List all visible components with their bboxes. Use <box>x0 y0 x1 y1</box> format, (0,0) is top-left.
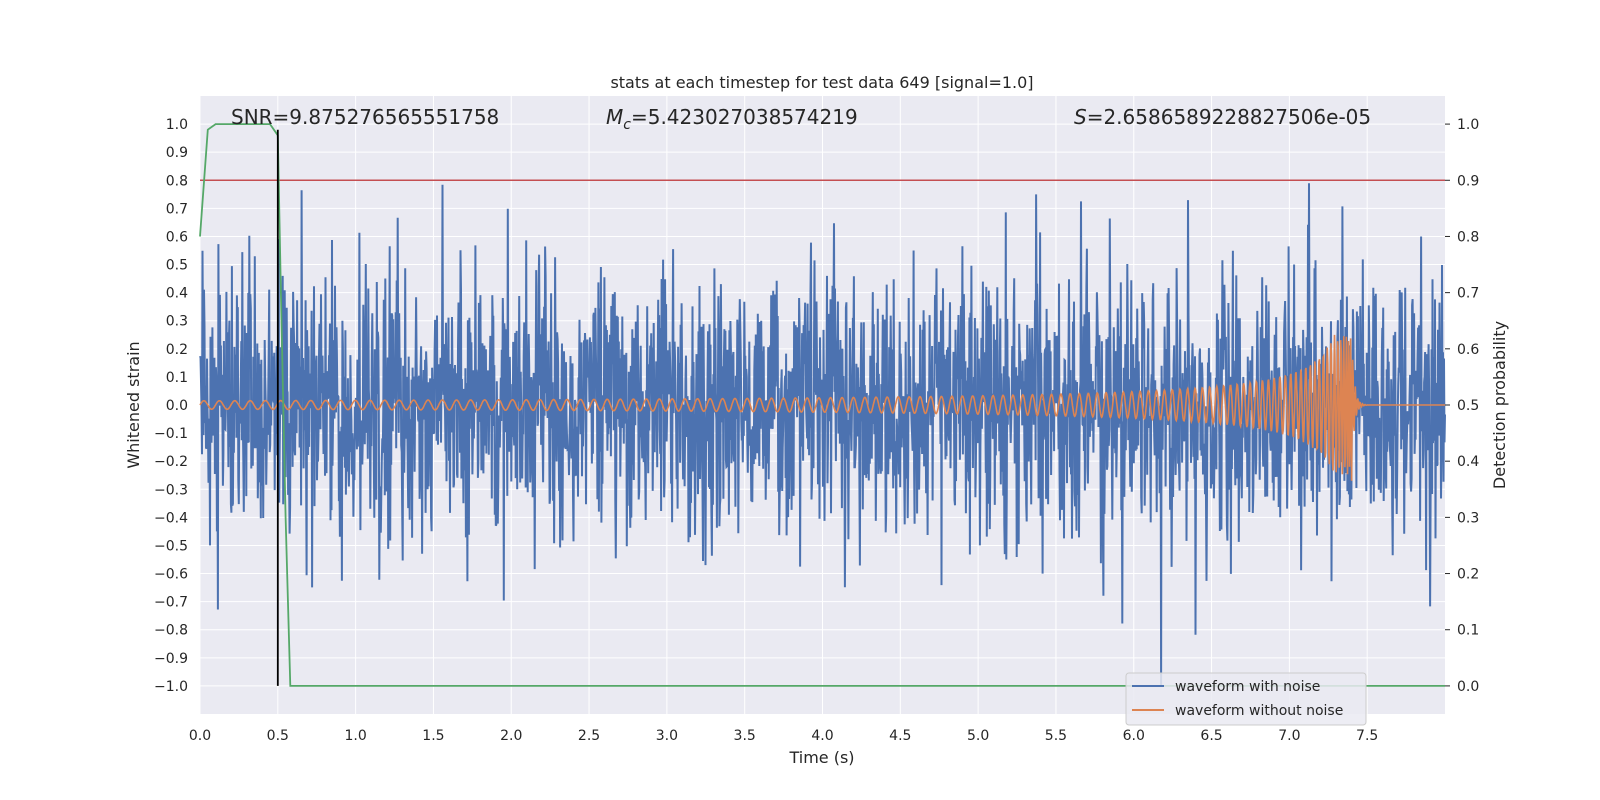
right-tick-labels: 0.0 0.1 0.2 0.3 0.4 0.5 0.6 0.7 0.8 0.9 1.0 <box>1445 117 1479 695</box>
y-tick-left-label: 0.0 <box>166 398 188 414</box>
series-detection-probability <box>199 123 1445 687</box>
x-tick-labels: 0.0 0.5 1.0 1.5 2.0 2.5 3.0 3.5 4.0 4.5 5.0 5.5 6.0 6… <box>189 728 1378 744</box>
y-tick-left-label: −1.0 <box>154 679 188 695</box>
x-tick-label: 2.5 <box>578 728 600 744</box>
legend-label-noise: waveform with noise <box>1175 679 1320 695</box>
x-tick-label: 3.5 <box>734 728 756 744</box>
legend-label-clean: waveform without noise <box>1175 703 1343 719</box>
y-tick-right-label: 0.9 <box>1457 173 1479 189</box>
chirp-mass-subscript: c <box>623 117 631 133</box>
x-tick-label: 1.0 <box>344 728 366 744</box>
chirp-mass-value: =5.423027038574219 <box>631 105 858 129</box>
s-annotation: S=2.6586589228827506e-05 <box>1074 105 1371 129</box>
y-tick-left-label: −0.5 <box>154 538 188 554</box>
y-tick-left-label: −0.7 <box>154 595 188 611</box>
y-tick-left-label: 0.4 <box>166 286 188 302</box>
x-tick-label: 3.0 <box>656 728 678 744</box>
x-tick-label: 1.5 <box>422 728 444 744</box>
chart-title: stats at each timestep for test data 649… <box>610 73 1033 92</box>
y-tick-right-label: 0.6 <box>1457 342 1479 358</box>
x-tick-label: 7.5 <box>1356 728 1378 744</box>
legend-box <box>1125 672 1367 726</box>
left-tick-labels: −1.0 −0.9 −0.8 −0.7 −0.6 −0.5 −0.4 −0.3 −0.2 −0.1… <box>154 117 188 695</box>
y-tick-right-label: 0.8 <box>1457 229 1479 245</box>
x-tick-label: 4.0 <box>811 728 833 744</box>
y-tick-left-label: 0.9 <box>166 145 188 161</box>
x-tick-label: 6.5 <box>1200 728 1222 744</box>
y-tick-left-label: 0.3 <box>166 314 188 330</box>
y-tick-left-label: −0.2 <box>154 454 188 470</box>
y-tick-left-label: 0.8 <box>166 173 188 189</box>
y-tick-left-label: −0.4 <box>154 510 188 526</box>
y-tick-left-label: −0.8 <box>154 623 188 639</box>
x-tick-label: 0.0 <box>189 728 211 744</box>
y-tick-left-label: 0.5 <box>166 258 188 274</box>
y-tick-left-label: 0.6 <box>166 229 188 245</box>
y-tick-right-label: 0.1 <box>1457 623 1479 639</box>
y-axis-label-left: Whitened strain <box>124 341 143 468</box>
x-axis-label: Time (s) <box>788 748 854 767</box>
x-tick-label: 5.0 <box>967 728 989 744</box>
x-tick-label: 5.5 <box>1045 728 1067 744</box>
x-tick-label: 2.0 <box>500 728 522 744</box>
chirp-mass-symbol: M <box>606 105 623 129</box>
y-tick-right-label: 0.3 <box>1457 510 1479 526</box>
snr-annotation: SNR=9.875276565551758 <box>231 105 499 129</box>
y-tick-left-label: 1.0 <box>166 117 188 133</box>
x-tick-label: 6.0 <box>1123 728 1145 744</box>
y-tick-left-label: −0.3 <box>154 482 188 498</box>
x-tick-label: 0.5 <box>267 728 289 744</box>
series-waveform-without-noise <box>199 334 1445 481</box>
y-tick-left-label: 0.7 <box>166 201 188 217</box>
y-tick-right-label: 0.4 <box>1457 454 1479 470</box>
x-tick-label: 4.5 <box>889 728 911 744</box>
y-tick-right-label: 0.5 <box>1457 398 1479 414</box>
y-tick-left-label: −0.9 <box>154 651 188 667</box>
y-axis-label-right: Detection probability <box>1490 321 1509 489</box>
y-tick-right-label: 1.0 <box>1457 117 1479 133</box>
y-tick-left-label: 0.2 <box>166 342 188 358</box>
series-layer <box>199 123 1446 687</box>
chirp-mass-annotation: Mc=5.423027038574219 <box>606 105 858 133</box>
series-waveform-with-noise <box>199 183 1446 686</box>
y-tick-right-label: 0.7 <box>1457 286 1479 302</box>
y-tick-left-label: −0.1 <box>154 426 188 442</box>
s-symbol: S <box>1074 105 1087 129</box>
y-tick-right-label: 0.0 <box>1457 679 1479 695</box>
y-tick-right-label: 0.2 <box>1457 567 1479 583</box>
s-value: =2.6586589228827506e-05 <box>1087 105 1371 129</box>
y-tick-left-label: 0.1 <box>166 370 188 386</box>
legend: waveform with noise waveform without noi… <box>1125 672 1367 726</box>
y-tick-left-label: −0.6 <box>154 567 188 583</box>
x-tick-label: 7.0 <box>1278 728 1300 744</box>
